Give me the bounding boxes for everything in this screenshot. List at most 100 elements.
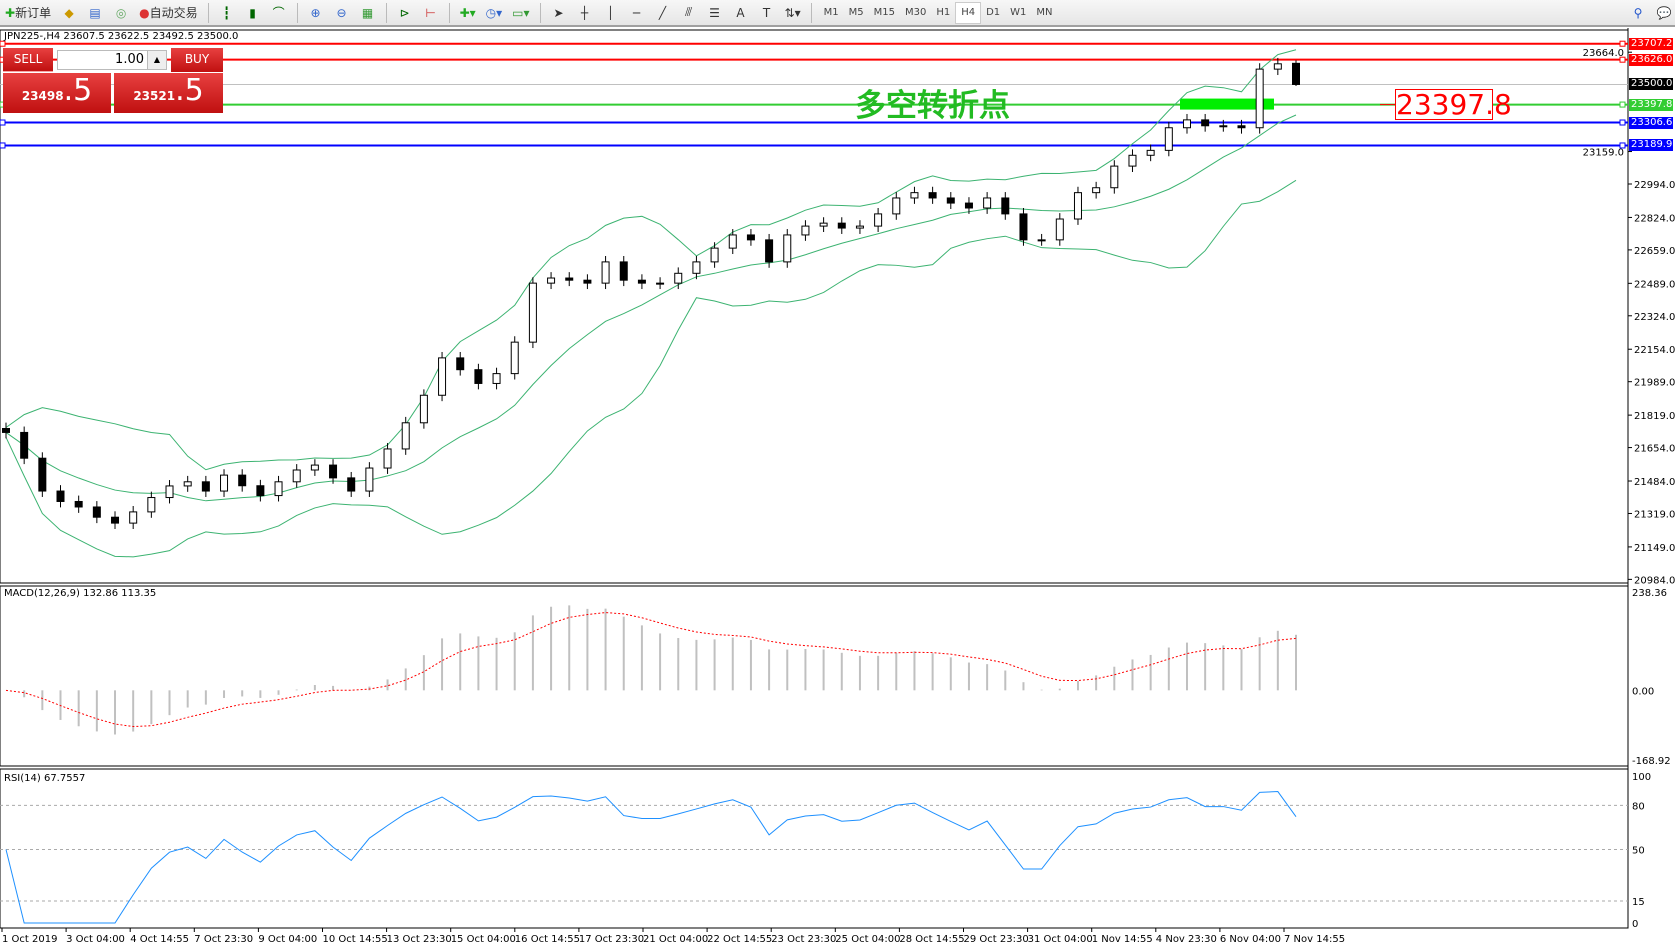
text-label-icon[interactable]: T: [762, 5, 771, 20]
separator: [296, 2, 298, 23]
candle-body: [928, 192, 937, 199]
rsi-panel-frame: [0, 768, 1629, 929]
equidistant-channel-icon[interactable]: ⫻: [684, 5, 693, 19]
line-handle[interactable]: [1619, 119, 1626, 126]
chat-icon[interactable]: 💬: [1656, 5, 1672, 20]
timeframe-W1[interactable]: W1: [1010, 7, 1027, 18]
new-order-button[interactable]: ✚ 新订单: [5, 5, 52, 21]
auto-trade-button[interactable]: ● 自动交易: [139, 5, 198, 21]
macd-tick-label: 0.00: [1632, 686, 1654, 697]
line-handle[interactable]: [1619, 56, 1626, 63]
text-icon[interactable]: A: [736, 5, 745, 20]
chart-shift-icon[interactable]: ⊳: [399, 5, 410, 20]
line-chart-icon[interactable]: ⌒: [272, 6, 285, 20]
x-tick-label: 4 Oct 14:55: [130, 934, 189, 945]
price-label: 23189.9: [1629, 139, 1673, 152]
bollinger-middle: [5, 114, 1297, 502]
candle-body: [238, 474, 247, 487]
y-tick-label: 21989.0: [1634, 378, 1675, 389]
candle-body: [619, 261, 628, 281]
price-label: 23500.0: [1629, 78, 1673, 91]
strategy-icon[interactable]: ◆: [64, 5, 74, 20]
zoom-in-icon[interactable]: ⊕: [310, 5, 321, 20]
candle-body: [492, 373, 501, 384]
line-handle[interactable]: [0, 119, 6, 126]
lot-increase-button[interactable]: ▲: [147, 50, 167, 70]
sell-button[interactable]: SELL: [3, 48, 53, 72]
x-tick-label: 29 Oct 23:30: [964, 934, 1029, 945]
price-label: 23707.2: [1629, 37, 1673, 50]
bollinger-lower: [5, 179, 1297, 558]
macd-label: MACD(12,26,9) 132.86 113.35: [4, 588, 157, 599]
market-watch-icon[interactable]: ▤: [89, 5, 101, 20]
macd-signal-line: [5, 612, 1297, 728]
highlight-rectangle[interactable]: [1180, 98, 1274, 110]
candle-body: [783, 234, 792, 263]
candle-body: [165, 485, 174, 499]
timeframe-MN[interactable]: MN: [1036, 7, 1053, 18]
price-label-box[interactable]: 23397.8: [1395, 88, 1512, 121]
bid-main: 23498: [21, 89, 64, 103]
y-tick-label: 22994.0: [1634, 180, 1675, 191]
autoscroll-icon[interactable]: ⊢: [425, 5, 436, 20]
trendline-icon[interactable]: ╱: [658, 5, 667, 20]
line-handle[interactable]: [0, 142, 6, 149]
candle-body: [1201, 119, 1210, 127]
zoom-out-icon[interactable]: ⊖: [336, 5, 347, 20]
candle-body: [728, 234, 737, 249]
indicators-icon[interactable]: ✚▾: [459, 5, 476, 20]
periods-icon[interactable]: ◷▾: [485, 5, 503, 20]
sell-price[interactable]: 23498.5: [3, 73, 111, 113]
search-icon[interactable]: ⚲: [1633, 5, 1643, 20]
y-tick-label: 23159.0: [1583, 148, 1624, 159]
timeframe-M30[interactable]: M30: [904, 7, 927, 18]
bar-chart-icon[interactable]: ┇: [222, 5, 231, 20]
candle-body: [20, 431, 29, 459]
timeframe-M5[interactable]: M5: [848, 7, 864, 18]
ask-main: 23521: [133, 89, 176, 103]
chart-canvas[interactable]: 23664.0 23159.0 22994.0 22824.0 22659.0 22489…: [0, 28, 1675, 952]
price-label: 23626.0: [1629, 53, 1673, 66]
chart-header: JPN225-,H4 23607.5 23622.5 23492.5 23500…: [4, 31, 239, 42]
line-handle[interactable]: [1619, 142, 1626, 149]
line-handle[interactable]: [1619, 40, 1626, 47]
candle-body: [201, 481, 210, 492]
timeframe-H4[interactable]: H4: [955, 1, 982, 24]
fibonacci-icon[interactable]: ☰: [709, 5, 720, 20]
x-tick-label: 17 Oct 23:30: [579, 934, 644, 945]
timeframe-D1[interactable]: D1: [986, 7, 1001, 18]
candle-body: [183, 481, 192, 487]
buy-price[interactable]: 23521.5: [114, 73, 223, 113]
cursor-icon[interactable]: ➤: [553, 5, 564, 20]
candle-body: [910, 192, 919, 199]
tile-windows-icon[interactable]: ▦: [361, 5, 374, 20]
candle-body: [510, 341, 519, 375]
toolbar: ✚ 新订单 ◆ ▤ ◎ ● 自动交易 ┇ ▮ ⌒ ⊕ ⊖ ▦ ⊳ ⊢ ✚▾ ◷▾ ▭…: [0, 0, 1675, 27]
candle-body: [674, 272, 683, 284]
timeframe-M15[interactable]: M15: [873, 7, 895, 18]
annotation-text[interactable]: 多空转折点: [855, 88, 1010, 124]
line-handle[interactable]: [0, 40, 6, 47]
timeframe-H1[interactable]: H1: [936, 7, 951, 18]
crosshair-icon[interactable]: ┼: [580, 5, 589, 20]
candle-body: [220, 474, 229, 492]
candle-body: [746, 234, 755, 241]
arrows-icon[interactable]: ⇅▾: [784, 5, 801, 20]
rsi-line: [5, 791, 1297, 924]
signals-icon[interactable]: ◎: [115, 5, 127, 20]
timeframe-M1[interactable]: M1: [823, 7, 839, 18]
y-tick-label: 21319.0: [1634, 509, 1675, 520]
candle-body: [528, 282, 537, 343]
line-handle[interactable]: [1619, 101, 1626, 108]
candle-body: [474, 369, 483, 384]
vertical-line-icon[interactable]: │: [606, 5, 615, 20]
candle-body: [383, 448, 392, 469]
candle-body: [147, 497, 156, 513]
candle-body: [56, 490, 65, 502]
candlestick-icon[interactable]: ▮: [249, 5, 256, 20]
lot-size-input[interactable]: 1.00: [57, 50, 167, 70]
x-tick-label: 9 Oct 04:00: [258, 934, 317, 945]
templates-icon[interactable]: ▭▾: [512, 5, 530, 20]
horizontal-line-icon[interactable]: ─: [632, 5, 641, 20]
buy-button[interactable]: BUY: [171, 48, 223, 72]
